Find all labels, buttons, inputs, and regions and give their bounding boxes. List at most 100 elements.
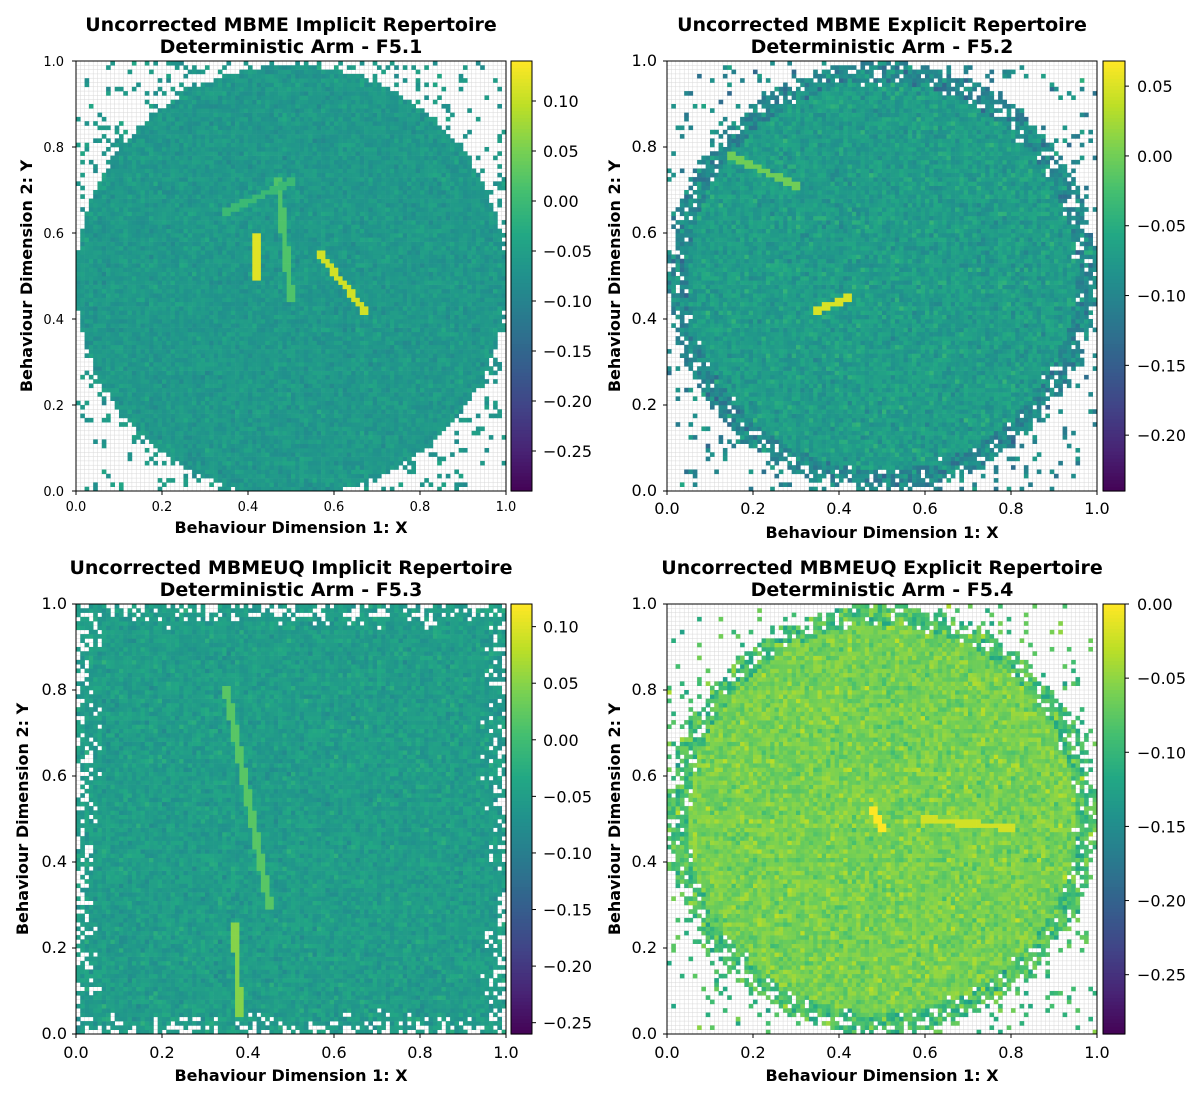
- heatmap-cell: [123, 349, 128, 354]
- heatmap-cell: [166, 439, 171, 444]
- heatmap-cell: [106, 212, 111, 217]
- heatmap-cell: [158, 396, 163, 401]
- heatmap-cell: [162, 289, 167, 294]
- heatmap-cell: [145, 272, 150, 277]
- heatmap-cell: [132, 143, 137, 148]
- heatmap-cell: [106, 371, 111, 376]
- heatmap-cell: [162, 448, 167, 453]
- heatmap-cell: [115, 186, 120, 191]
- heatmap-cell: [119, 194, 124, 199]
- heatmap-cell: [123, 409, 128, 414]
- heatmap-cell: [158, 246, 163, 251]
- heatmap-cell: [141, 207, 146, 212]
- heatmap-cell: [145, 298, 150, 303]
- heatmap-cell: [106, 349, 111, 354]
- heatmap-cell: [149, 194, 154, 199]
- heatmap-cell: [106, 285, 111, 290]
- heatmap-cell: [80, 272, 85, 277]
- heatmap-cell: [128, 173, 133, 178]
- heatmap-cell: [149, 392, 154, 397]
- heatmap-cell: [93, 482, 98, 487]
- heatmap-cell: [115, 190, 120, 195]
- heatmap-cell: [89, 267, 94, 272]
- heatmap-cell: [119, 242, 124, 247]
- heatmap-cell: [145, 263, 150, 268]
- heatmap-cell: [145, 396, 150, 401]
- heatmap-cell: [110, 285, 115, 290]
- heatmap-cell: [162, 216, 167, 221]
- heatmap-cell: [149, 126, 154, 131]
- heatmap-cell: [145, 199, 150, 204]
- heatmap-cell: [110, 259, 115, 264]
- heatmap-cell: [128, 358, 133, 363]
- heatmap-cell: [106, 203, 111, 208]
- heatmap-cell: [158, 375, 163, 380]
- heatmap-cell: [102, 349, 107, 354]
- heatmap-cell: [115, 353, 120, 358]
- heatmap-cell: [85, 216, 90, 221]
- heatmap-cell: [136, 341, 141, 346]
- heatmap-cell: [119, 177, 124, 182]
- heatmap-cell: [132, 212, 137, 217]
- heatmap-cell: [136, 379, 141, 384]
- heatmap-cell: [145, 229, 150, 234]
- heatmap-cell: [158, 220, 163, 225]
- heatmap-cell: [98, 246, 103, 251]
- heatmap-cell: [128, 250, 133, 255]
- heatmap-cell: [145, 341, 150, 346]
- heatmap-cell: [162, 418, 167, 423]
- heatmap-cell: [162, 358, 167, 363]
- heatmap-cell: [89, 233, 94, 238]
- heatmap-cell: [132, 401, 137, 406]
- heatmap-cell: [153, 194, 158, 199]
- heatmap-cell: [132, 220, 137, 225]
- heatmap-cell: [153, 388, 158, 393]
- heatmap-cell: [149, 242, 154, 247]
- heatmap-cell: [119, 199, 124, 204]
- heatmap-cell: [162, 310, 167, 315]
- heatmap-cell: [136, 336, 141, 341]
- heatmap-cell: [145, 233, 150, 238]
- heatmap-cell: [102, 315, 107, 320]
- heatmap-cell: [123, 371, 128, 376]
- heatmap-cell: [153, 272, 158, 277]
- heatmap-cell: [85, 332, 90, 337]
- heatmap-cell: [149, 220, 154, 225]
- heatmap-cell: [145, 160, 150, 165]
- heatmap-cell: [149, 70, 154, 75]
- heatmap-cell: [80, 255, 85, 260]
- heatmap-cell: [166, 435, 171, 440]
- heatmap-cell: [149, 104, 154, 109]
- heatmap-cell: [136, 190, 141, 195]
- heatmap-cell: [115, 371, 120, 376]
- heatmap-cell: [128, 272, 133, 277]
- heatmap-cell: [119, 207, 124, 212]
- heatmap-cell: [162, 482, 167, 487]
- heatmap-cell: [162, 220, 167, 225]
- heatmap-cell: [93, 298, 98, 303]
- heatmap-cell: [80, 315, 85, 320]
- heatmap-cell: [132, 237, 137, 242]
- heatmap-cell: [106, 246, 111, 251]
- heatmap-cell: [162, 392, 167, 397]
- heatmap-cell: [102, 439, 107, 444]
- heatmap-cell: [149, 328, 154, 333]
- heatmap-cell: [145, 134, 150, 139]
- heatmap-cell: [93, 121, 98, 126]
- heatmap-cell: [123, 341, 128, 346]
- heatmap-cell: [119, 371, 124, 376]
- heatmap-cell: [102, 319, 107, 324]
- heatmap-cell: [106, 362, 111, 367]
- heatmap-cell: [149, 285, 154, 290]
- heatmap-cell: [123, 358, 128, 363]
- heatmap-cell: [136, 224, 141, 229]
- heatmap-cell: [141, 126, 146, 131]
- heatmap-cell: [80, 229, 85, 234]
- heatmap-cell: [132, 186, 137, 191]
- heatmap-cell: [128, 181, 133, 186]
- heatmap-cell: [80, 151, 85, 156]
- heatmap-cell: [98, 280, 103, 285]
- heatmap-cell: [115, 315, 120, 320]
- heatmap-cell: [141, 353, 146, 358]
- heatmap-cell: [145, 332, 150, 337]
